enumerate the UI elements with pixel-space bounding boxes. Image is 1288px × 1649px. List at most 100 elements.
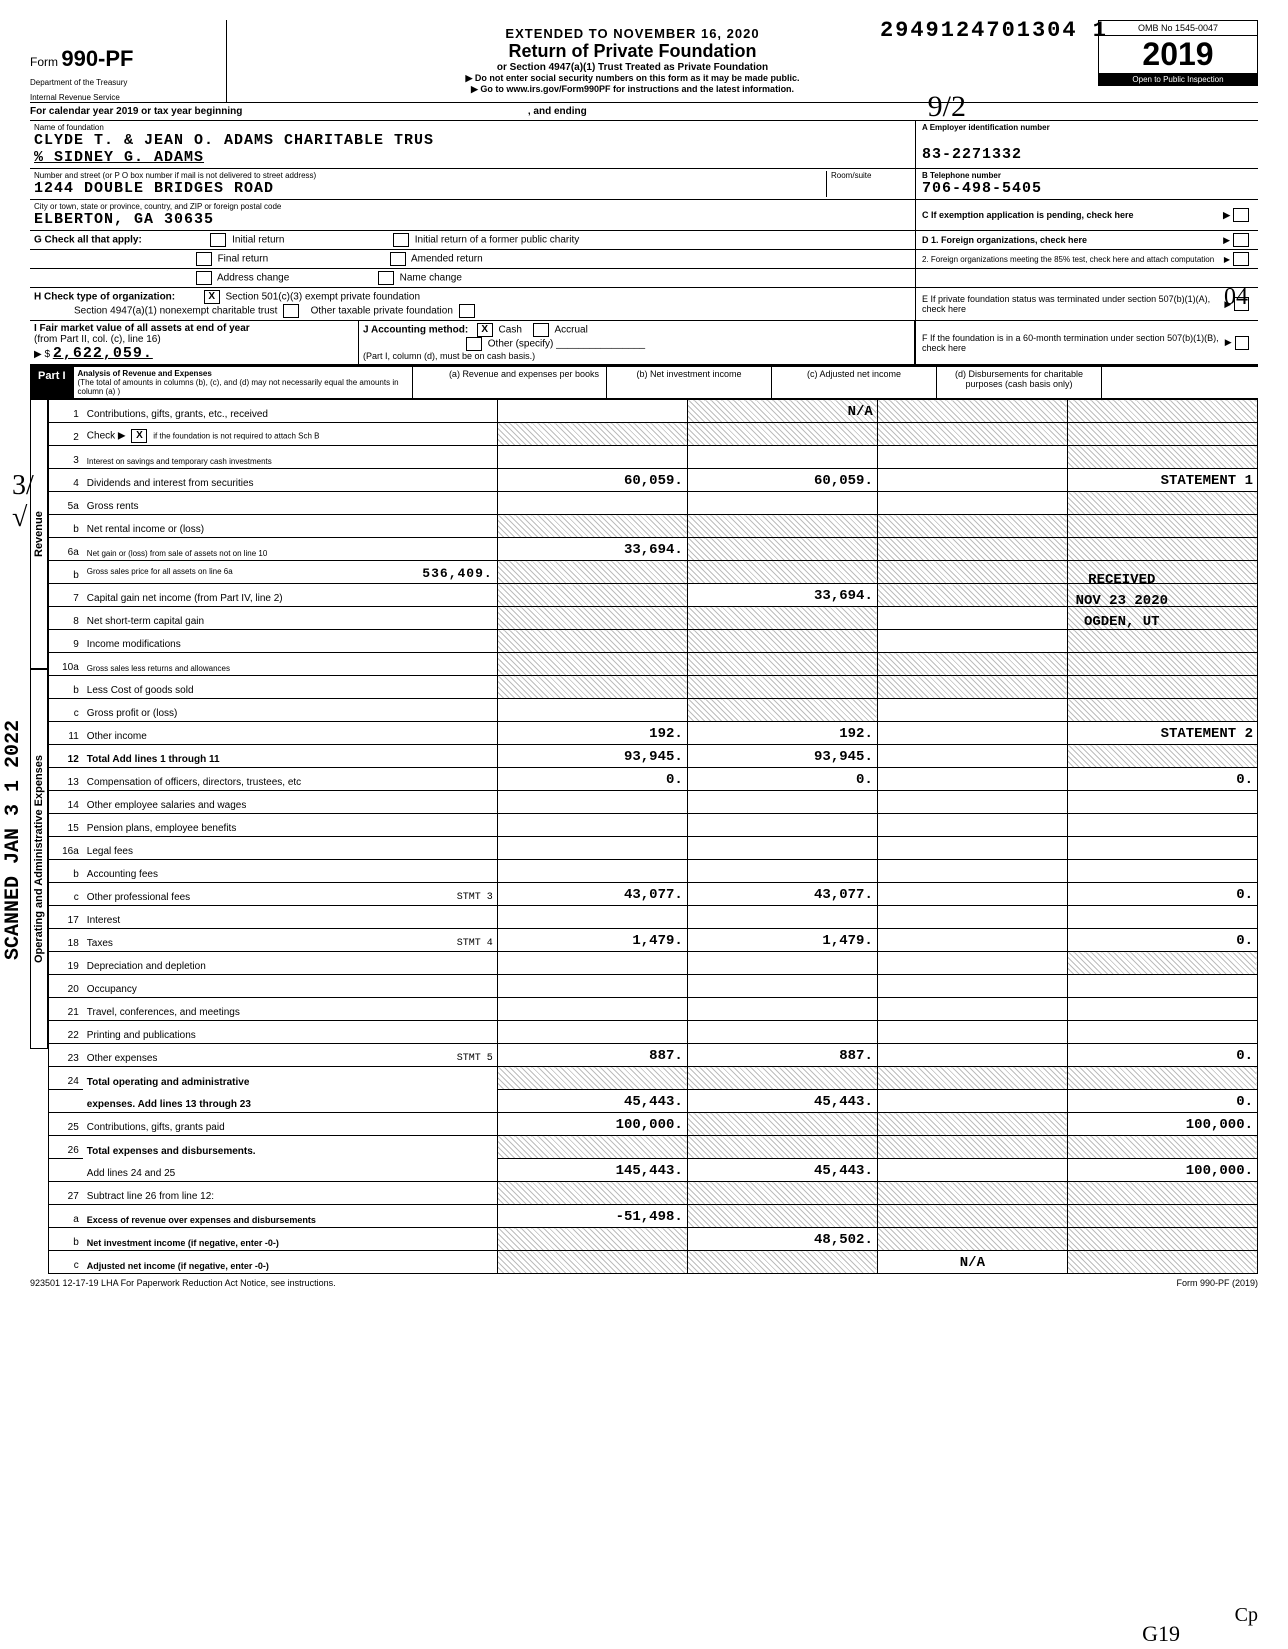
row-26b-desc: Add lines 24 and 25 (83, 1159, 497, 1182)
row-10b-desc: Less Cost of goods sold (83, 676, 497, 699)
handwritten-912: 9/2 (928, 90, 966, 124)
row-27b-b: 48,502. (687, 1228, 877, 1251)
j-accrual-label: Accrual (554, 325, 587, 336)
table-row: 15Pension plans, employee benefits (49, 814, 1258, 837)
row-4-stmt: STATEMENT 1 (1067, 469, 1257, 492)
table-row: 6aNet gain or (loss) from sale of assets… (49, 538, 1258, 561)
scanned-stamp: SCANNED JAN 3 1 2022 (2, 720, 25, 960)
g-label: G Check all that apply: (34, 235, 142, 246)
received-l1: RECEIVED (1088, 572, 1155, 588)
table-row: 19Depreciation and depletion (49, 952, 1258, 975)
table-row: 25Contributions, gifts, grants paid100,0… (49, 1113, 1258, 1136)
table-row: 23Other expenses STMT 5887.887.0. (49, 1044, 1258, 1067)
row-7-desc: Capital gain net income (from Part IV, l… (83, 584, 497, 607)
i-from: (from Part II, col. (c), line 16) (34, 334, 161, 345)
h-e-row: H Check type of organization: X Section … (30, 288, 1258, 321)
part1-label: Part I (30, 367, 74, 398)
telephone-value: 706-498-5405 (922, 180, 1252, 197)
row-22-desc: Printing and publications (83, 1021, 497, 1044)
row-5b-desc: Net rental income or (loss) (83, 515, 497, 538)
row-2-checkbox[interactable]: X (131, 429, 147, 443)
f-checkbox[interactable] (1235, 336, 1249, 350)
i-label: I Fair market value of all assets at end… (34, 323, 250, 334)
form-title: Return of Private Foundation (227, 41, 1038, 62)
table-row: 18Taxes STMT 41,479.1,479.0. (49, 929, 1258, 952)
address-change-checkbox[interactable] (196, 271, 212, 285)
row-16c-stmt: STMT 3 (457, 892, 493, 903)
i-fmv-value: 2,622,059. (53, 345, 153, 362)
table-row: bNet rental income or (loss) (49, 515, 1258, 538)
initial-return-checkbox[interactable] (210, 233, 226, 247)
form-id-block: Form 990-PF Department of the Treasury I… (30, 20, 227, 102)
f-label: F If the foundation is in a 60-month ter… (922, 333, 1225, 353)
cal-year-begin: For calendar year 2019 or tax year begin… (30, 106, 242, 117)
d2-checkbox[interactable] (1233, 252, 1249, 266)
omb-year-block: OMB No 1545-0047 2019 Open to Public Ins… (1098, 20, 1258, 86)
row-16c-a: 43,077. (497, 883, 687, 906)
j-accrual-checkbox[interactable] (533, 323, 549, 337)
row-5a-desc: Gross rents (83, 492, 497, 515)
row-27-desc: Subtract line 26 from line 12: (83, 1182, 497, 1205)
table-row: 1Contributions, gifts, grants, etc., rec… (49, 400, 1258, 423)
table-row: Add lines 24 and 25145,443.45,443.100,00… (49, 1159, 1258, 1182)
row-27a-desc: Excess of revenue over expenses and disb… (83, 1205, 497, 1228)
row-23-desc: Other expenses (87, 1053, 158, 1064)
table-row: 13Compensation of officers, directors, t… (49, 768, 1258, 791)
j-label: J Accounting method: (363, 325, 468, 336)
row-25-a: 100,000. (497, 1113, 687, 1136)
row-23-stmt: STMT 5 (457, 1053, 493, 1064)
row-26-desc: Total expenses and disbursements. (83, 1136, 497, 1159)
row-10a-desc: Gross sales less returns and allowances (83, 653, 497, 676)
row-16c-b: 43,077. (687, 883, 877, 906)
table-row: bNet investment income (if negative, ent… (49, 1228, 1258, 1251)
room-label: Room/suite (831, 171, 911, 180)
h-501c3-checkbox[interactable]: X (204, 290, 220, 304)
handwritten-scribble: 3/√ (12, 470, 34, 534)
received-l2: NOV 23 2020 (1076, 593, 1168, 609)
g-d-row1: G Check all that apply: Initial return I… (30, 231, 1258, 250)
j-cash-checkbox[interactable]: X (477, 323, 493, 337)
row-27c-c: N/A (877, 1251, 1067, 1274)
h-4947-checkbox[interactable] (283, 304, 299, 318)
dln-number: 2949124701304 1 (880, 18, 1108, 43)
row-8-desc: Net short-term capital gain (83, 607, 497, 630)
table-row: 27Subtract line 26 from line 12: (49, 1182, 1258, 1205)
row-4-desc: Dividends and interest from securities (83, 469, 497, 492)
row-12-b: 93,945. (687, 745, 877, 768)
ein-label: A Employer identification number (922, 123, 1252, 132)
row-25-desc: Contributions, gifts, grants paid (83, 1113, 497, 1136)
g-d-row2: Final return Amended return 2. Foreign o… (30, 250, 1258, 269)
c-pending-checkbox[interactable] (1233, 208, 1249, 222)
table-row: 10aGross sales less returns and allowanc… (49, 653, 1258, 676)
address-label: Number and street (or P O box number if … (34, 171, 826, 180)
row-1-na: N/A (687, 400, 877, 423)
amended-return-checkbox[interactable] (390, 252, 406, 266)
omb-number: OMB No 1545-0047 (1098, 20, 1258, 36)
financial-table: 1Contributions, gifts, grants, etc., rec… (48, 399, 1258, 1274)
j-other-label: Other (specify) (488, 339, 554, 350)
cal-year-end: , and ending (528, 106, 587, 117)
h-other-checkbox[interactable] (459, 304, 475, 318)
instructions-link: ▶ Go to www.irs.gov/Form990PF for instru… (227, 84, 1038, 95)
row-21-desc: Travel, conferences, and meetings (83, 998, 497, 1021)
table-row: 26Total expenses and disbursements. (49, 1136, 1258, 1159)
final-return-checkbox[interactable] (196, 252, 212, 266)
d1-checkbox[interactable] (1233, 233, 1249, 247)
row-23-a: 887. (497, 1044, 687, 1067)
former-charity-checkbox[interactable] (393, 233, 409, 247)
row-16c-d: 0. (1067, 883, 1257, 906)
row-18-stmt: STMT 4 (457, 938, 493, 949)
table-row: 16aLegal fees (49, 837, 1258, 860)
d2-label: 2. Foreign organizations meeting the 85%… (922, 255, 1214, 264)
name-change-checkbox[interactable] (378, 271, 394, 285)
footer-right: Form 990-PF (2019) (1176, 1278, 1258, 1288)
row-16b-desc: Accounting fees (83, 860, 497, 883)
row-13-b: 0. (687, 768, 877, 791)
form-number: 990-PF (61, 46, 133, 71)
dept-line1: Department of the Treasury (30, 78, 220, 87)
j-other-checkbox[interactable] (466, 337, 482, 351)
dept-line2: Internal Revenue Service (30, 93, 220, 102)
table-row: 22Printing and publications (49, 1021, 1258, 1044)
name-change-label: Name change (400, 273, 462, 284)
calendar-year-row: For calendar year 2019 or tax year begin… (30, 102, 1258, 121)
